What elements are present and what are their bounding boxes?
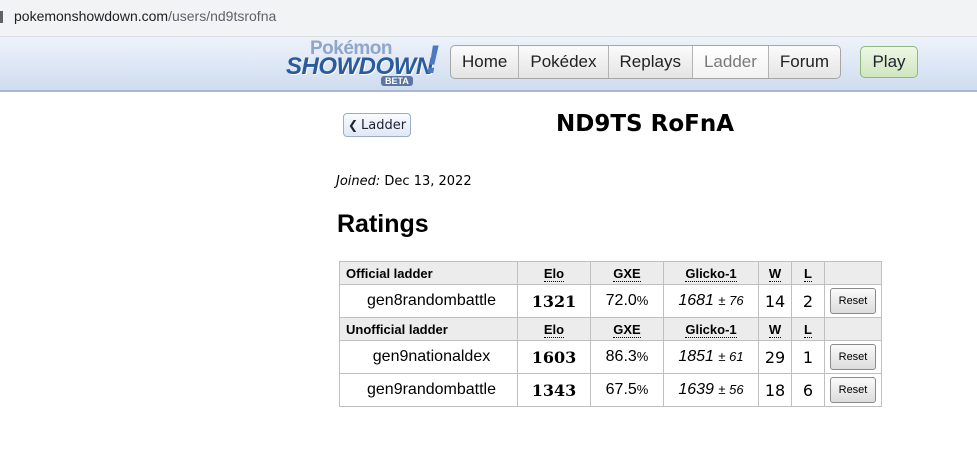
gxe-number: 72.0: [605, 292, 637, 309]
ratings-title: Ratings: [337, 210, 429, 238]
glicko-value: 1681 ± 76: [663, 284, 759, 318]
reset-cell: Reset: [824, 373, 882, 407]
unofficial-ladder-label: Unofficial ladder: [339, 317, 518, 341]
losses-value: 6: [791, 373, 825, 407]
glicko-rating: 1851: [678, 348, 714, 365]
back-label: Ladder: [361, 118, 407, 133]
url-host: pokemonshowdown.com: [14, 8, 169, 24]
nav-home[interactable]: Home: [462, 52, 508, 71]
site-header: Pokémon SHOWDOWN BETA ! Home Pokédex Rep…: [0, 37, 977, 92]
wins-value: 14: [758, 284, 792, 318]
table-row: gen9nationaldex 1603 86.3% 1851 ± 61 29 …: [339, 340, 882, 374]
username-heading: ND9TS RoFnA: [556, 111, 735, 137]
glicko-deviation: ± 76: [718, 293, 744, 308]
logo-showdown-text: SHOWDOWN: [286, 53, 433, 80]
table-row: gen8randombattle 1321 72.0% 1681 ± 76 14…: [339, 284, 882, 318]
glicko-value: 1851 ± 61: [663, 340, 759, 374]
back-to-ladder-button[interactable]: ❮ Ladder: [343, 113, 411, 137]
joined-label: Joined:: [336, 174, 381, 189]
gxe-value: 86.3%: [590, 340, 664, 374]
col-gxe: GXE: [590, 261, 664, 285]
col-glicko: Glicko-1: [663, 317, 759, 341]
gxe-number: 86.3: [605, 348, 637, 365]
col-w: W: [758, 261, 792, 285]
col-reset: [824, 317, 882, 341]
format-name: gen9nationaldex: [339, 340, 518, 374]
reset-button[interactable]: Reset: [830, 288, 876, 314]
joined-info: Joined: Dec 13, 2022: [336, 174, 472, 189]
col-w: W: [758, 317, 792, 341]
col-l: L: [791, 317, 825, 341]
losses-value: 1: [791, 340, 825, 374]
glicko-deviation: ± 56: [718, 382, 744, 397]
col-glicko-label: Glicko-1: [685, 265, 737, 282]
gxe-unit: %: [636, 293, 649, 308]
url-path: /users/nd9tsrofna: [168, 8, 277, 24]
glicko-value: 1639 ± 56: [663, 373, 759, 407]
elo-value: 1321: [517, 284, 591, 318]
logo-exclamation: !: [426, 38, 440, 82]
glicko-rating: 1681: [678, 292, 714, 309]
col-l-label: L: [804, 265, 812, 282]
reset-cell: Reset: [824, 340, 882, 374]
pokemon-showdown-logo[interactable]: Pokémon SHOWDOWN BETA !: [286, 38, 446, 88]
nav-replays[interactable]: Replays: [607, 46, 692, 78]
format-name: gen8randombattle: [339, 284, 518, 318]
col-elo: Elo: [517, 317, 591, 341]
official-header-row: Official ladder Elo GXE Glicko-1 W L: [339, 261, 882, 285]
col-reset: [824, 261, 882, 285]
reset-button[interactable]: Reset: [830, 377, 876, 403]
col-gxe: GXE: [590, 317, 664, 341]
col-elo-label: Elo: [543, 265, 565, 282]
main-nav: Home Pokédex Replays Ladder Forum: [450, 45, 842, 79]
col-gxe-label: GXE: [613, 265, 641, 282]
reset-cell: Reset: [824, 284, 882, 318]
losses-value: 2: [791, 284, 825, 318]
format-name: gen9randombattle: [339, 373, 518, 407]
reset-button[interactable]: Reset: [830, 344, 876, 370]
glicko-rating: 1639: [678, 381, 714, 398]
chevron-left-icon: ❮: [347, 118, 358, 132]
gxe-unit: %: [636, 349, 649, 364]
gxe-number: 67.5: [605, 381, 637, 398]
gxe-value: 67.5%: [590, 373, 664, 407]
joined-date: Dec 13, 2022: [384, 174, 472, 189]
browser-address-bar[interactable]: pokemonshowdown.com/users/nd9tsrofna: [0, 0, 977, 37]
wins-value: 29: [758, 340, 792, 374]
table-row: gen9randombattle 1343 67.5% 1639 ± 56 18…: [339, 373, 882, 407]
col-l-label: L: [804, 321, 812, 338]
gxe-value: 72.0%: [590, 284, 664, 318]
col-w-label: W: [768, 265, 782, 282]
col-gxe-label: GXE: [613, 321, 641, 338]
col-w-label: W: [768, 321, 782, 338]
play-button[interactable]: Play: [860, 46, 918, 78]
ratings-table: Official ladder Elo GXE Glicko-1 W L gen…: [339, 261, 882, 407]
lock-icon[interactable]: [0, 11, 3, 23]
col-glicko-label: Glicko-1: [685, 321, 737, 338]
unofficial-header-row: Unofficial ladder Elo GXE Glicko-1 W L: [339, 317, 882, 341]
official-ladder-label: Official ladder: [339, 261, 518, 285]
gxe-unit: %: [636, 382, 649, 397]
col-elo: Elo: [517, 261, 591, 285]
glicko-deviation: ± 61: [718, 349, 744, 364]
url-text[interactable]: pokemonshowdown.com/users/nd9tsrofna: [14, 8, 276, 24]
col-l: L: [791, 261, 825, 285]
logo-beta-badge: BETA: [381, 76, 413, 86]
wins-value: 18: [758, 373, 792, 407]
nav-forum[interactable]: Forum: [767, 46, 840, 78]
elo-value: 1343: [517, 373, 591, 407]
elo-value: 1603: [517, 340, 591, 374]
logo-pokemon-text: Pokémon: [310, 38, 393, 59]
nav-ladder[interactable]: Ladder: [691, 46, 768, 78]
col-elo-label: Elo: [543, 321, 565, 338]
nav-pokedex[interactable]: Pokédex: [518, 46, 607, 78]
col-glicko: Glicko-1: [663, 261, 759, 285]
